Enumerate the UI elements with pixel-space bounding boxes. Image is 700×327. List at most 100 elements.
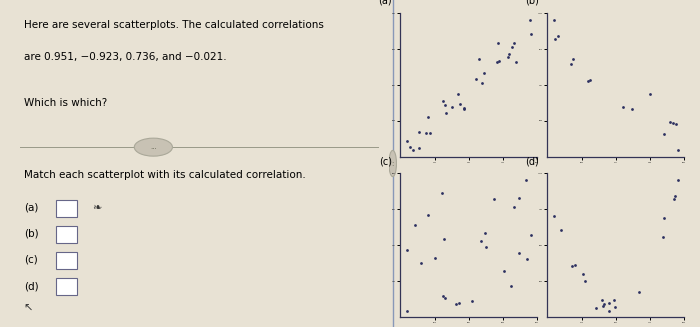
Text: (a): (a) — [379, 0, 392, 6]
Point — [422, 213, 433, 218]
Text: (a): (a) — [24, 203, 38, 213]
Point — [521, 177, 532, 182]
Text: are 0.951, −0.923, 0.736, and −0.021.: are 0.951, −0.923, 0.736, and −0.021. — [24, 52, 226, 62]
Point — [425, 130, 436, 136]
Point — [451, 302, 462, 307]
Point — [566, 61, 577, 66]
Point — [503, 54, 514, 60]
Point — [401, 138, 412, 144]
Point — [670, 193, 681, 198]
Point — [440, 102, 451, 107]
Point — [582, 78, 593, 84]
Text: (d): (d) — [24, 281, 38, 291]
Text: :: : — [391, 161, 394, 166]
Point — [548, 17, 559, 22]
Point — [626, 106, 638, 112]
Point — [446, 104, 457, 110]
Text: (b): (b) — [525, 0, 539, 6]
Point — [453, 92, 464, 97]
Point — [548, 213, 559, 218]
Point — [511, 60, 522, 65]
Point — [566, 264, 578, 269]
Point — [505, 284, 517, 289]
Point — [617, 104, 629, 109]
Point — [401, 308, 412, 313]
Point — [524, 17, 536, 22]
Point — [603, 308, 615, 313]
Point — [508, 40, 519, 45]
Text: Here are several scatterplots. The calculated correlations: Here are several scatterplots. The calcu… — [24, 20, 323, 30]
Point — [603, 301, 615, 306]
FancyBboxPatch shape — [56, 226, 77, 243]
Point — [507, 44, 518, 49]
Point — [438, 293, 449, 298]
Point — [423, 115, 434, 120]
Point — [415, 261, 426, 266]
Point — [597, 303, 608, 308]
Point — [401, 248, 412, 253]
Point — [491, 59, 502, 64]
Point — [476, 238, 487, 243]
Point — [437, 190, 448, 195]
Point — [440, 111, 452, 116]
Point — [584, 77, 596, 83]
Point — [410, 222, 421, 227]
Point — [552, 33, 564, 38]
Point — [429, 256, 440, 261]
Point — [672, 177, 683, 182]
Point — [659, 216, 670, 221]
Text: (c): (c) — [24, 255, 37, 265]
Text: ...: ... — [150, 144, 157, 150]
Point — [420, 131, 431, 136]
Point — [458, 107, 470, 112]
Ellipse shape — [134, 138, 172, 156]
Text: ❧: ❧ — [92, 203, 102, 213]
Point — [459, 106, 470, 111]
Point — [598, 301, 610, 307]
Point — [498, 268, 510, 273]
Point — [550, 36, 561, 42]
Point — [473, 57, 484, 62]
Point — [525, 31, 536, 37]
FancyBboxPatch shape — [56, 252, 77, 269]
Point — [568, 56, 579, 61]
Point — [503, 52, 514, 57]
Ellipse shape — [389, 150, 396, 177]
Point — [633, 289, 644, 294]
Text: ↖: ↖ — [24, 304, 33, 314]
Text: Which is which?: Which is which? — [24, 98, 107, 108]
Point — [480, 244, 491, 250]
Point — [467, 299, 478, 304]
Point — [438, 236, 449, 242]
Point — [525, 232, 536, 237]
Point — [478, 71, 489, 76]
Point — [672, 148, 683, 153]
Point — [494, 58, 505, 63]
FancyBboxPatch shape — [56, 200, 77, 217]
Point — [492, 41, 503, 46]
Point — [476, 80, 487, 86]
Point — [453, 300, 464, 305]
Point — [644, 92, 655, 97]
Point — [579, 278, 590, 284]
Point — [521, 257, 532, 262]
Point — [488, 196, 499, 201]
Point — [413, 146, 424, 151]
Point — [596, 298, 608, 303]
FancyBboxPatch shape — [56, 278, 77, 295]
Point — [609, 304, 620, 309]
Point — [405, 145, 416, 150]
Text: Match each scatterplot with its calculated correlation.: Match each scatterplot with its calculat… — [24, 170, 305, 180]
Point — [470, 77, 482, 82]
Point — [671, 121, 682, 127]
Text: (b): (b) — [24, 229, 38, 239]
Point — [438, 98, 449, 103]
Point — [454, 101, 466, 107]
Text: (d): (d) — [526, 156, 539, 166]
Point — [608, 298, 620, 303]
Point — [668, 196, 680, 201]
Point — [407, 148, 419, 153]
Point — [591, 306, 602, 311]
Point — [659, 131, 670, 137]
Point — [578, 271, 589, 277]
